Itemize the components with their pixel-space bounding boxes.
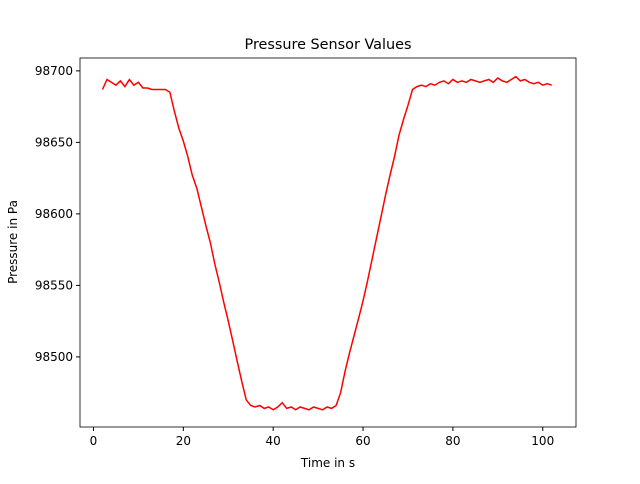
x-axis-label: Time in s [300, 456, 355, 470]
chart-title: Pressure Sensor Values [245, 37, 412, 53]
x-tick-label: 60 [355, 434, 370, 448]
x-tick-label: 0 [90, 434, 98, 448]
y-tick-label: 98600 [35, 207, 73, 221]
y-axis-label: Pressure in Pa [6, 200, 20, 284]
x-tick-label: 80 [445, 434, 460, 448]
y-tick-label: 98500 [35, 350, 73, 364]
y-tick-label: 98550 [35, 278, 73, 292]
x-tick-label: 40 [266, 434, 281, 448]
plot-frame [79, 57, 577, 428]
y-tick-label: 98650 [35, 135, 73, 149]
x-tick-label: 100 [531, 434, 554, 448]
x-tick-label: 20 [176, 434, 191, 448]
y-tick-label: 98700 [35, 64, 73, 78]
data-line [101, 75, 552, 411]
